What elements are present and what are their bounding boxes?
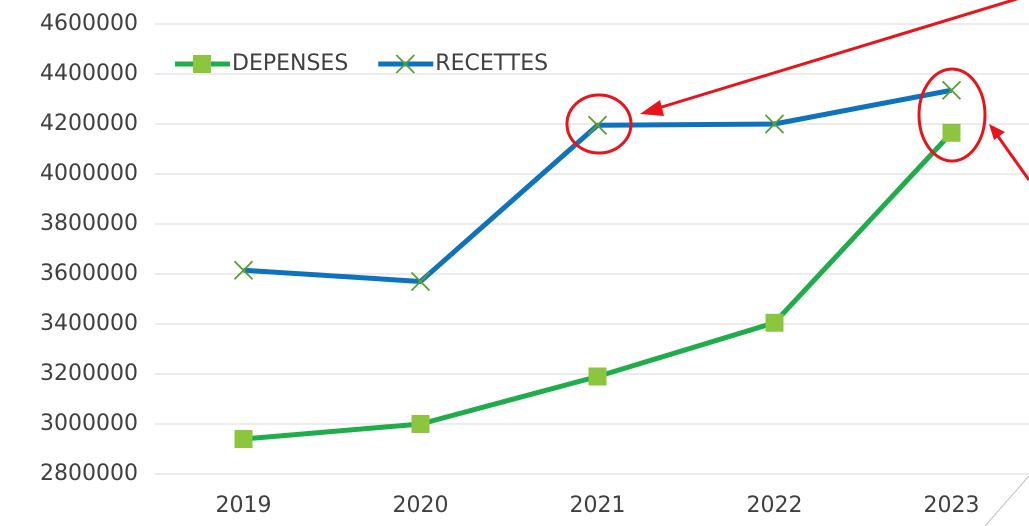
marker (410, 271, 431, 292)
y-tick-label: 3200000 (40, 361, 138, 386)
arrow (995, 134, 1029, 181)
arrow-head (640, 100, 664, 116)
y-tick-label: 4200000 (40, 111, 138, 136)
x-tick-label: 2020 (393, 493, 449, 518)
marker (765, 313, 784, 332)
marker (411, 415, 430, 433)
x-tick-label: 2019 (216, 493, 272, 518)
marker (764, 114, 785, 134)
x-tick-label: 2023 (924, 493, 980, 518)
y-tick-label: 3400000 (40, 311, 138, 336)
legend-label: DEPENSES (232, 51, 348, 76)
x-tick-label: 2021 (570, 493, 626, 518)
marker (588, 367, 607, 386)
decoration (984, 475, 1029, 526)
y-tick-label: 4600000 (40, 11, 138, 36)
marker (942, 123, 961, 142)
marker (587, 115, 608, 135)
y-tick-label: 4000000 (40, 161, 138, 186)
highlight-circle (565, 93, 633, 155)
series-line (243, 87, 952, 284)
y-tick-label: 3000000 (40, 411, 138, 436)
marker (233, 260, 254, 280)
y-tick-label: 3600000 (40, 261, 138, 286)
marker (395, 54, 415, 74)
highlight-circle (917, 67, 987, 163)
arrow (651, 0, 1019, 112)
legend-label: RECETTES (435, 51, 548, 76)
legend-entry: RECETTES (378, 51, 548, 76)
legend-entry: DEPENSES (175, 51, 348, 76)
arrow-head (989, 124, 1005, 140)
marker (193, 55, 211, 73)
y-tick-label: 2800000 (40, 461, 138, 486)
x-tick-label: 2022 (747, 493, 803, 518)
marker (234, 430, 253, 448)
marker (941, 80, 962, 100)
series-line (243, 131, 954, 442)
y-tick-label: 3800000 (40, 211, 138, 236)
y-tick-label: 4400000 (40, 61, 138, 86)
